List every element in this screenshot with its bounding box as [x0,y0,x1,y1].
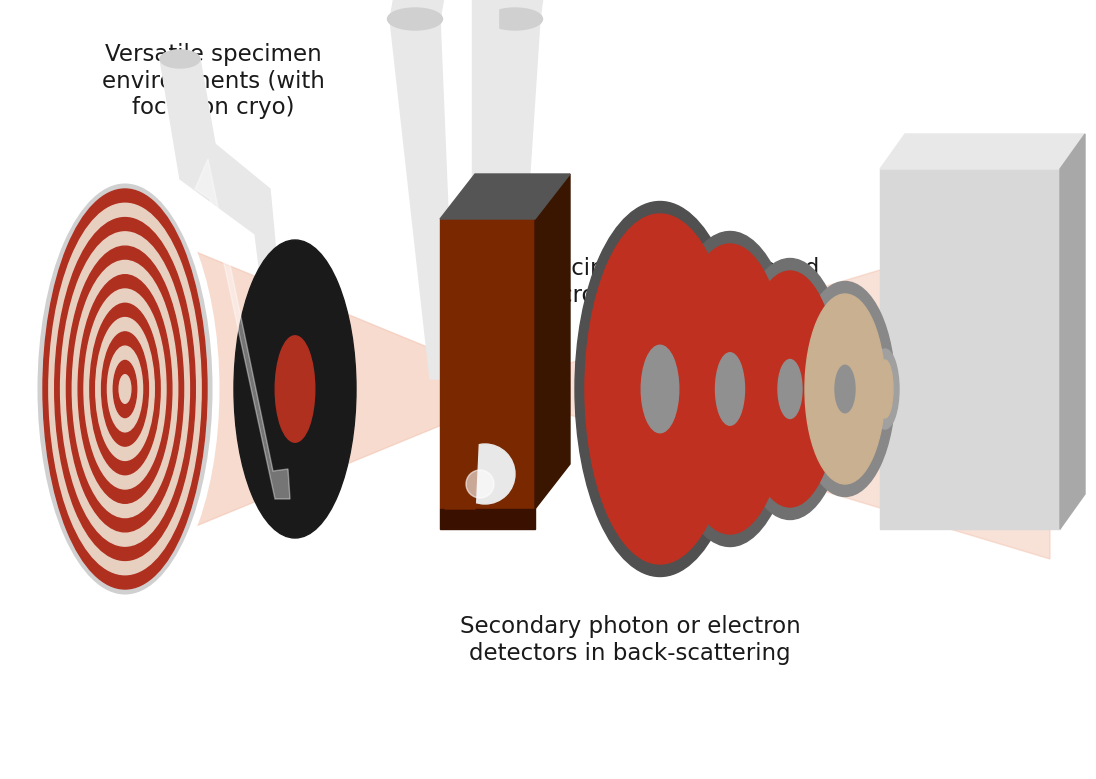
Polygon shape [490,0,555,19]
Ellipse shape [72,260,178,517]
Ellipse shape [877,360,893,418]
Ellipse shape [235,240,356,538]
Ellipse shape [388,8,443,30]
Ellipse shape [641,345,678,433]
Ellipse shape [585,214,735,564]
Polygon shape [140,229,510,549]
Ellipse shape [43,189,207,589]
Polygon shape [880,134,1085,169]
Ellipse shape [275,336,315,442]
Ellipse shape [102,332,148,446]
Ellipse shape [55,217,195,560]
Text: Specimen raster-scanned
across the microprobe: Specimen raster-scanned across the micro… [528,257,820,307]
Ellipse shape [113,361,137,418]
Polygon shape [439,509,535,529]
Polygon shape [487,19,540,399]
Polygon shape [535,174,570,509]
Text: Versatile specimen
environments (with
focus on cryo): Versatile specimen environments (with fo… [102,43,326,119]
Ellipse shape [107,346,142,432]
Ellipse shape [871,349,899,429]
Ellipse shape [84,289,165,489]
Polygon shape [1060,134,1085,529]
Ellipse shape [732,259,848,520]
Text: Transmission detector
system (EMCCD): Transmission detector system (EMCCD) [827,339,1080,389]
Bar [439,219,535,509]
Ellipse shape [795,281,895,496]
Ellipse shape [716,353,744,425]
Bar [880,169,1060,529]
Ellipse shape [78,275,172,503]
Ellipse shape [160,50,199,68]
Ellipse shape [49,203,202,575]
Ellipse shape [90,303,160,474]
Ellipse shape [472,232,498,246]
Ellipse shape [488,8,543,30]
Ellipse shape [835,365,855,413]
Ellipse shape [119,375,130,404]
Ellipse shape [95,318,155,460]
Ellipse shape [742,271,838,507]
Polygon shape [439,174,570,219]
Ellipse shape [34,180,216,598]
Polygon shape [180,144,330,509]
Ellipse shape [672,244,788,534]
Polygon shape [160,59,215,179]
Polygon shape [510,219,1050,559]
Polygon shape [390,0,460,19]
Text: Microprobe
forming ZP: Microprobe forming ZP [35,315,163,365]
Polygon shape [445,399,480,509]
Ellipse shape [575,202,745,576]
Ellipse shape [804,294,884,484]
Polygon shape [472,0,498,239]
Ellipse shape [60,232,190,546]
Ellipse shape [662,231,798,547]
Circle shape [455,444,515,504]
Polygon shape [195,159,290,499]
Ellipse shape [67,246,183,532]
Ellipse shape [32,178,218,600]
Circle shape [466,470,494,498]
Text: Secondary photon or electron
detectors in back-scattering: Secondary photon or electron detectors i… [460,615,800,665]
Ellipse shape [778,359,802,418]
Polygon shape [390,19,455,379]
